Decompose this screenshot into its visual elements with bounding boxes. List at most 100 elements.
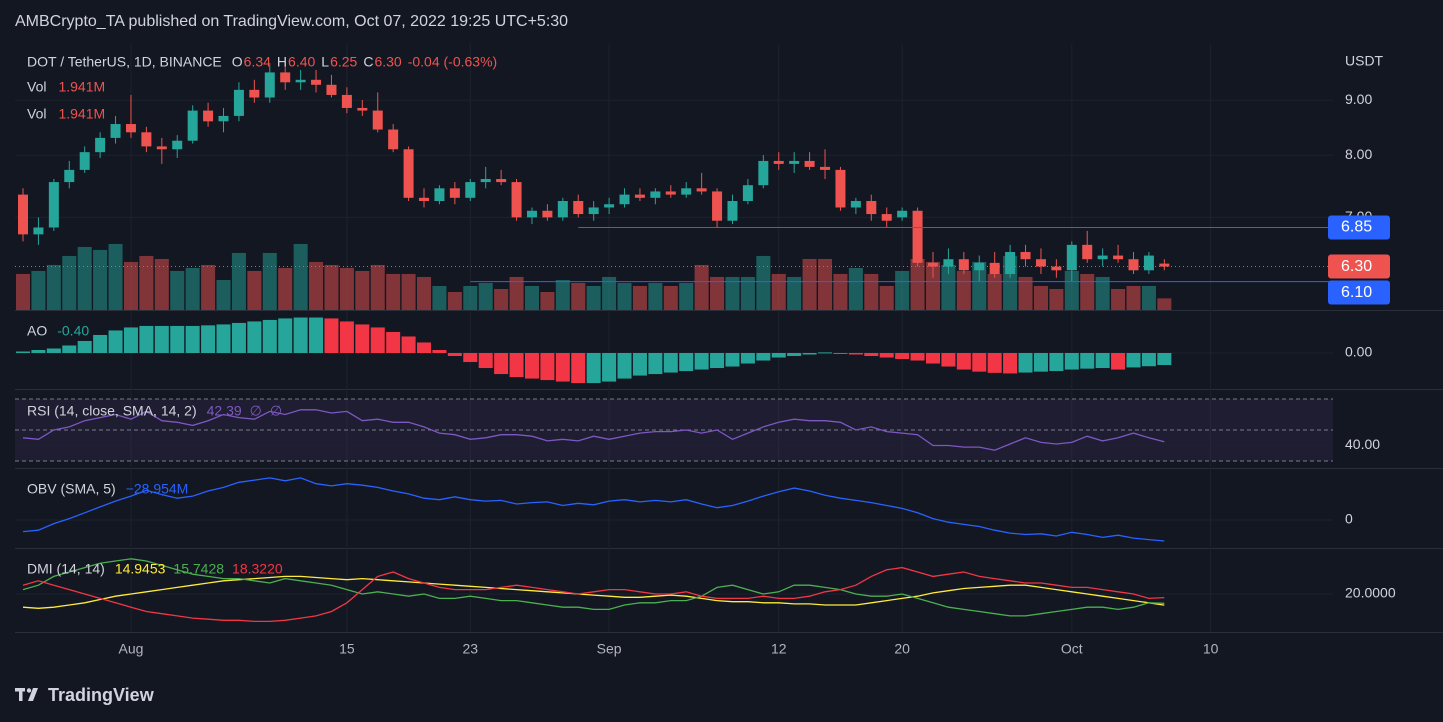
volume-bar xyxy=(386,273,401,310)
volume-bar xyxy=(1033,285,1048,310)
x-tick-label: 15 xyxy=(339,641,355,657)
volume-bar xyxy=(694,264,709,310)
volume-bar xyxy=(447,291,462,310)
ao-bar xyxy=(216,324,231,354)
candle-body xyxy=(681,188,692,195)
legend-text: ∅ xyxy=(250,403,262,419)
volume-bar xyxy=(31,270,46,310)
ao-bar xyxy=(740,353,755,364)
candle-body xyxy=(480,179,491,183)
volume-bar xyxy=(725,276,740,310)
candle-body xyxy=(912,210,923,263)
volume-bar xyxy=(201,264,216,310)
candle-body xyxy=(665,191,676,195)
volume-bar xyxy=(895,270,910,310)
volume-bar xyxy=(1095,276,1110,310)
volume-bar xyxy=(262,252,277,310)
legend-text: 1.941M xyxy=(58,79,105,95)
volume-bar xyxy=(509,276,524,310)
volume-bar xyxy=(494,288,509,310)
ao-bar xyxy=(386,331,401,354)
ao-bar xyxy=(540,353,555,381)
volume-bar xyxy=(1064,270,1079,310)
volume-bar xyxy=(632,285,647,310)
ao-bar xyxy=(432,350,447,354)
candle-body xyxy=(64,169,75,183)
plot-area xyxy=(15,44,1333,632)
ao-bar xyxy=(139,325,154,354)
candle-body xyxy=(264,72,275,98)
logo-part xyxy=(19,688,23,701)
pane-separators xyxy=(15,310,1443,633)
candle-body xyxy=(357,107,368,111)
volume-bar xyxy=(123,261,138,310)
volume-bar xyxy=(864,273,879,310)
indicator-line xyxy=(22,566,1165,623)
volume-bar xyxy=(771,273,786,310)
volume-bar xyxy=(1141,285,1156,310)
volume-bar xyxy=(355,270,370,310)
ao-bar xyxy=(1049,353,1064,372)
candle-body xyxy=(573,201,584,215)
volume-bar xyxy=(1157,298,1172,310)
publish-header: AMBCrypto_TA published on TradingView.co… xyxy=(15,13,568,30)
volume-bar xyxy=(463,285,478,310)
legend-text: 15.7428 xyxy=(173,561,224,577)
volume-bar xyxy=(154,258,169,310)
candle-body xyxy=(742,185,753,202)
volume-bar xyxy=(62,255,77,310)
ao-bar xyxy=(941,353,956,367)
ao-bar xyxy=(93,334,108,354)
legend-text: 18.3220 xyxy=(232,561,283,577)
candle-body xyxy=(218,115,229,122)
ao-bar xyxy=(31,350,46,354)
y-tick-label: 9.00 xyxy=(1345,91,1372,107)
ao-bar xyxy=(1033,353,1048,372)
candle-body xyxy=(1020,251,1031,260)
candle-body xyxy=(18,194,28,235)
candle-body xyxy=(820,166,831,170)
candle-body xyxy=(1128,259,1139,271)
candle-body xyxy=(604,204,615,208)
candle-body xyxy=(1143,255,1154,271)
volume-bar xyxy=(740,276,755,310)
legend-text: O xyxy=(232,54,243,70)
candle-body xyxy=(1066,244,1077,271)
volume-bar xyxy=(278,267,293,310)
volume-bar xyxy=(77,246,92,310)
volume-bar xyxy=(987,273,1002,310)
ao-bar xyxy=(1003,353,1018,374)
candle-body xyxy=(958,259,969,271)
legend-text: DMI (14, 14) xyxy=(27,561,105,577)
legend-text: ∅ xyxy=(270,403,282,419)
candle-body xyxy=(588,207,599,215)
legend-text: Vol xyxy=(27,79,46,95)
candle-body xyxy=(850,201,861,208)
ao-bar xyxy=(987,353,1002,373)
y-tick-label: 0.00 xyxy=(1345,344,1372,360)
level-tag-box xyxy=(1328,215,1390,240)
volume-bar xyxy=(309,261,324,310)
candle-body xyxy=(650,191,661,198)
ao-bar xyxy=(1018,353,1033,373)
ao-bar xyxy=(293,317,308,354)
legend-text: C xyxy=(363,54,373,70)
ao-bar xyxy=(247,321,262,354)
candle-body xyxy=(33,227,44,235)
legend-text: 6.40 xyxy=(288,54,315,70)
legend-text: DOT / TetherUS, 1D, BINANCE xyxy=(27,54,222,70)
volume-bar xyxy=(787,276,802,310)
legend-text: 1.941M xyxy=(58,106,105,122)
candle-body xyxy=(465,182,476,198)
volume-bar xyxy=(15,273,31,310)
candle-body xyxy=(634,194,645,198)
volume-bar xyxy=(324,264,339,310)
candle-body xyxy=(434,188,445,202)
ao-bar xyxy=(663,353,678,373)
legend-text: 42.39 xyxy=(207,403,242,419)
unit-label: USDT xyxy=(1345,53,1384,69)
candle-body xyxy=(989,262,1000,275)
ao-bar xyxy=(278,318,293,354)
ao-bar xyxy=(586,353,601,384)
